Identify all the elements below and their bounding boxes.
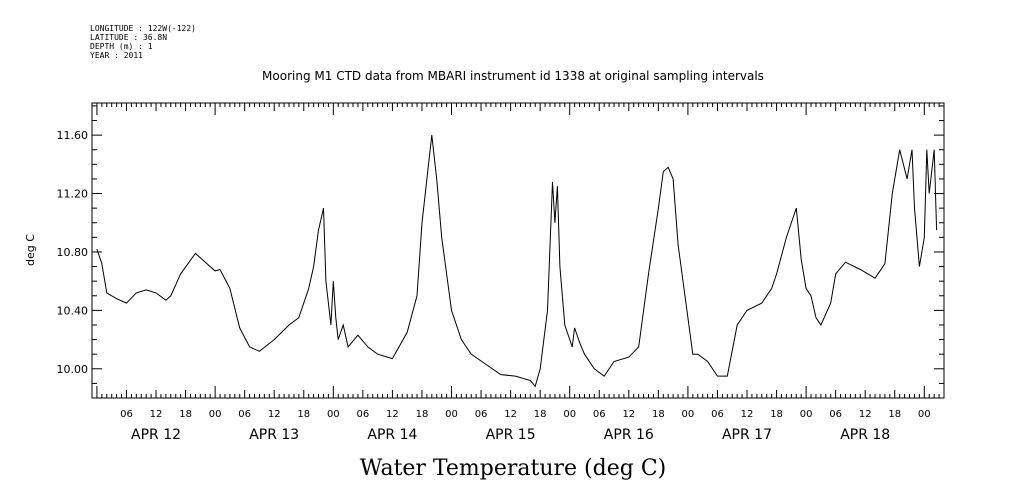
x-day-label: APR 13 [249, 427, 299, 443]
x-hour-label: 12 [504, 409, 517, 420]
y-tick-label: 11.20 [57, 188, 89, 201]
y-tick-label: 10.00 [57, 363, 89, 376]
x-hour-label: 18 [652, 409, 665, 420]
x-hour-label: 12 [741, 409, 754, 420]
x-hour-label: 18 [297, 409, 310, 420]
x-hour-label: 18 [416, 409, 429, 420]
y-tick-label: 11.60 [57, 129, 89, 142]
y-axis-label: deg C [24, 234, 37, 266]
x-hour-label: 06 [711, 409, 724, 420]
x-day-labels: APR 12 APR 13 APR 14 APR 15 APR 16 APR 17 APR … [131, 427, 890, 443]
x-hour-label: 00 [563, 409, 576, 420]
y-tick-label: 10.40 [57, 304, 89, 317]
x-hour-label: 12 [859, 409, 872, 420]
x-hour-label: 00 [327, 409, 340, 420]
x-hour-label: 12 [150, 409, 163, 420]
x-hour-label: 18 [770, 409, 783, 420]
meta-latitude: LATITUDE : 36.8N [90, 33, 167, 42]
x-hour-label: 06 [238, 409, 251, 420]
x-hour-label: 12 [386, 409, 399, 420]
x-day-label: APR 18 [840, 427, 890, 443]
x-hour-label: 00 [918, 409, 931, 420]
y-tick-label: 10.80 [57, 246, 89, 259]
x-hour-label: 06 [120, 409, 133, 420]
axis-ticks [91, 103, 945, 399]
x-hour-label: 06 [475, 409, 488, 420]
x-hour-label: 00 [445, 409, 458, 420]
x-hour-label: 12 [268, 409, 281, 420]
x-hour-labels: 06 12 18 00 06 12 18 00 06 12 18 00 06 12 18 00 06 12 18 00… [120, 409, 931, 420]
bottom-title: Water Temperature (deg C) [360, 456, 667, 481]
x-hour-label: 00 [682, 409, 695, 420]
x-hour-label: 18 [179, 409, 192, 420]
meta-year: YEAR : 2011 [90, 51, 143, 60]
x-hour-label: 18 [534, 409, 547, 420]
x-hour-label: 06 [593, 409, 606, 420]
series-line [96, 135, 938, 388]
x-hour-label: 12 [622, 409, 635, 420]
x-day-label: APR 17 [722, 427, 772, 443]
meta-longitude: LONGITUDE : 122W(-122) [90, 24, 196, 33]
chart-title: Mooring M1 CTD data from MBARI instrumen… [262, 69, 764, 83]
x-day-label: APR 14 [367, 427, 417, 443]
x-day-label: APR 16 [604, 427, 654, 443]
x-hour-label: 00 [209, 409, 222, 420]
x-hour-label: 00 [800, 409, 813, 420]
x-hour-label: 18 [888, 409, 901, 420]
plot-frame [91, 102, 945, 399]
y-tick-labels: 10.00 10.40 10.80 11.20 11.60 [57, 129, 89, 376]
x-day-label: APR 15 [486, 427, 536, 443]
meta-depth: DEPTH (m) : 1 [90, 42, 153, 51]
x-hour-label: 06 [829, 409, 842, 420]
x-day-label: APR 12 [131, 427, 181, 443]
x-hour-label: 06 [356, 409, 369, 420]
